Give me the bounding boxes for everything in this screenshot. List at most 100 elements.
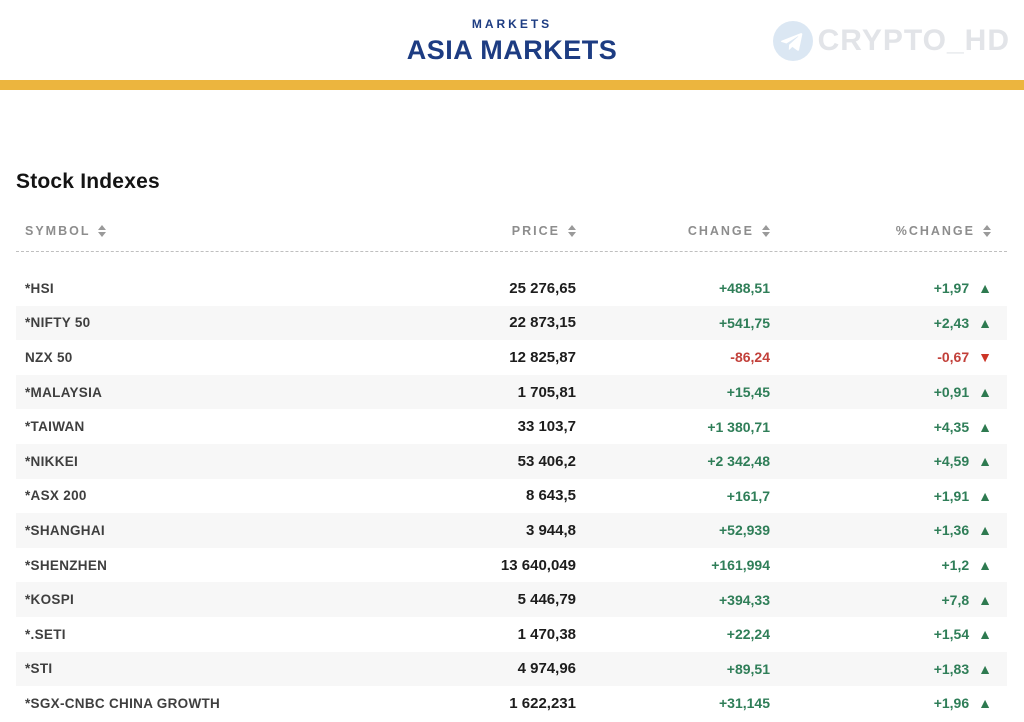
price-cell: 3 944,8 <box>525 521 576 539</box>
trend-arrow-icon: ▲ <box>978 453 992 470</box>
pct-change-value: +1,91 <box>933 487 970 504</box>
pct-change-value: +1,2 <box>941 557 970 574</box>
change-cell: +394,33 <box>719 591 770 608</box>
pct-change-value: +1,96 <box>933 695 970 712</box>
trend-arrow-icon: ▼ <box>978 349 992 366</box>
change-cell: +161,7 <box>726 487 770 504</box>
change-cell: +161,994 <box>711 557 770 574</box>
table-row[interactable]: *NIKKEI 53 406,2 +2 342,48 +4,59 ▲ <box>16 443 1007 479</box>
pct-change-cell: +0,91 ▲ <box>770 384 1007 400</box>
price-cell: 12 825,87 <box>509 348 576 366</box>
page-title: ASIA MARKETS <box>406 35 618 65</box>
stock-indexes-table: SYMBOL PRICE CHANGE %CHANGE *HSI 25 276,… <box>16 224 1007 721</box>
table-row[interactable]: *STI 4 974,96 +89,51 +1,83 ▲ <box>16 651 1007 687</box>
trend-arrow-icon: ▲ <box>978 418 992 435</box>
symbol-cell: *STI <box>25 661 53 677</box>
price-cell: 4 974,96 <box>517 660 576 678</box>
pct-change-value: +2,43 <box>933 314 970 331</box>
pct-change-value: +1,83 <box>933 660 970 677</box>
pct-change-cell: +1,36 ▲ <box>770 522 1007 538</box>
pct-change-cell: +1,91 ▲ <box>770 488 1007 504</box>
sort-arrows-icon <box>983 225 991 237</box>
column-label: PRICE <box>511 224 560 238</box>
price-cell: 13 640,049 <box>500 556 576 574</box>
trend-arrow-icon: ▲ <box>978 557 992 574</box>
table-header-row: SYMBOL PRICE CHANGE %CHANGE <box>16 224 1007 252</box>
table-row[interactable]: *KOSPI 5 446,79 +394,33 +7,8 ▲ <box>16 582 1007 617</box>
column-header-pct-change[interactable]: %CHANGE <box>770 224 1007 238</box>
pct-change-cell: +1,96 ▲ <box>770 695 1007 711</box>
price-cell: 25 276,65 <box>509 279 576 297</box>
column-header-symbol[interactable]: SYMBOL <box>16 224 346 238</box>
column-header-change[interactable]: CHANGE <box>576 224 770 238</box>
change-cell: +31,145 <box>719 695 770 712</box>
price-cell: 1 622,231 <box>509 694 576 712</box>
pct-change-value: +0,91 <box>933 384 970 401</box>
trend-arrow-icon: ▲ <box>978 660 992 677</box>
price-cell: 53 406,2 <box>517 452 576 470</box>
change-cell: +15,45 <box>726 384 770 401</box>
trend-arrow-icon: ▲ <box>978 280 992 297</box>
sort-arrows-icon <box>762 225 770 237</box>
masthead: MARKETS ASIA MARKETS CRYPTO_HD <box>0 0 1024 90</box>
table-row[interactable]: *MALAYSIA 1 705,81 +15,45 +0,91 ▲ <box>16 374 1007 410</box>
table-row[interactable]: *.SETI 1 470,38 +22,24 +1,54 ▲ <box>16 617 1007 652</box>
symbol-cell: *ASX 200 <box>25 488 87 504</box>
symbol-cell: *SGX-CNBC CHINA GROWTH <box>25 695 221 711</box>
price-cell: 1 705,81 <box>517 383 576 401</box>
table-row[interactable]: *SGX-CNBC CHINA GROWTH 1 622,231 +31,145… <box>16 686 1007 721</box>
sort-arrows-icon <box>98 225 107 237</box>
pct-change-value: +4,35 <box>933 418 970 435</box>
table-row[interactable]: *NIFTY 50 22 873,15 +541,75 +2,43 ▲ <box>16 305 1007 341</box>
breadcrumb-kicker: MARKETS <box>471 17 553 31</box>
sort-arrows-icon <box>568 225 576 237</box>
symbol-cell: *TAIWAN <box>25 419 85 435</box>
pct-change-value: +1,97 <box>933 280 970 297</box>
pct-change-cell: +1,54 ▲ <box>770 626 1007 642</box>
pct-change-value: -0,67 <box>937 349 970 366</box>
pct-change-value: +1,54 <box>933 626 970 643</box>
price-cell: 8 643,5 <box>525 487 576 505</box>
pct-change-cell: +1,83 ▲ <box>770 661 1007 677</box>
change-cell: +89,51 <box>726 660 770 677</box>
pct-change-value: +1,36 <box>933 522 970 539</box>
column-header-price[interactable]: PRICE <box>346 224 576 238</box>
column-label: SYMBOL <box>25 224 91 238</box>
pct-change-cell: +4,59 ▲ <box>770 453 1007 469</box>
symbol-cell: *HSI <box>25 280 54 296</box>
change-cell: -86,24 <box>730 349 770 366</box>
pct-change-value: +4,59 <box>933 453 970 470</box>
table-row[interactable]: *ASX 200 8 643,5 +161,7 +1,91 ▲ <box>16 479 1007 514</box>
symbol-cell: *SHANGHAI <box>25 522 105 538</box>
trend-arrow-icon: ▲ <box>978 695 992 712</box>
pct-change-cell: +1,2 ▲ <box>770 557 1007 573</box>
table-row[interactable]: NZX 50 12 825,87 -86,24 -0,67 ▼ <box>16 340 1007 375</box>
table-row[interactable]: *SHANGHAI 3 944,8 +52,939 +1,36 ▲ <box>16 513 1007 548</box>
column-label: %CHANGE <box>895 224 975 238</box>
price-cell: 1 470,38 <box>517 625 576 643</box>
price-cell: 22 873,15 <box>509 314 576 332</box>
table-row[interactable]: *HSI 25 276,65 +488,51 +1,97 ▲ <box>16 271 1007 306</box>
change-cell: +1 380,71 <box>707 418 770 435</box>
change-cell: +488,51 <box>719 280 770 297</box>
change-cell: +541,75 <box>719 314 770 331</box>
trend-arrow-icon: ▲ <box>978 626 992 643</box>
symbol-cell: NZX 50 <box>25 349 73 365</box>
table-row[interactable]: *SHENZHEN 13 640,049 +161,994 +1,2 ▲ <box>16 548 1007 583</box>
trend-arrow-icon: ▲ <box>978 591 992 608</box>
section-title: Stock Indexes <box>16 170 160 193</box>
symbol-cell: *SHENZHEN <box>25 557 108 573</box>
pct-change-cell: +2,43 ▲ <box>770 315 1007 331</box>
pct-change-cell: +1,97 ▲ <box>770 280 1007 296</box>
change-cell: +52,939 <box>719 522 770 539</box>
symbol-cell: *.SETI <box>25 626 66 642</box>
trend-arrow-icon: ▲ <box>978 522 992 539</box>
price-cell: 5 446,79 <box>517 591 576 609</box>
price-cell: 33 103,7 <box>517 418 576 436</box>
symbol-cell: *MALAYSIA <box>25 384 103 400</box>
trend-arrow-icon: ▲ <box>978 314 992 331</box>
pct-change-value: +7,8 <box>941 591 970 608</box>
table-row[interactable]: *TAIWAN 33 103,7 +1 380,71 +4,35 ▲ <box>16 409 1007 444</box>
pct-change-cell: +4,35 ▲ <box>770 419 1007 435</box>
table-body: *HSI 25 276,65 +488,51 +1,97 ▲ *NIFTY 50… <box>16 271 1007 721</box>
